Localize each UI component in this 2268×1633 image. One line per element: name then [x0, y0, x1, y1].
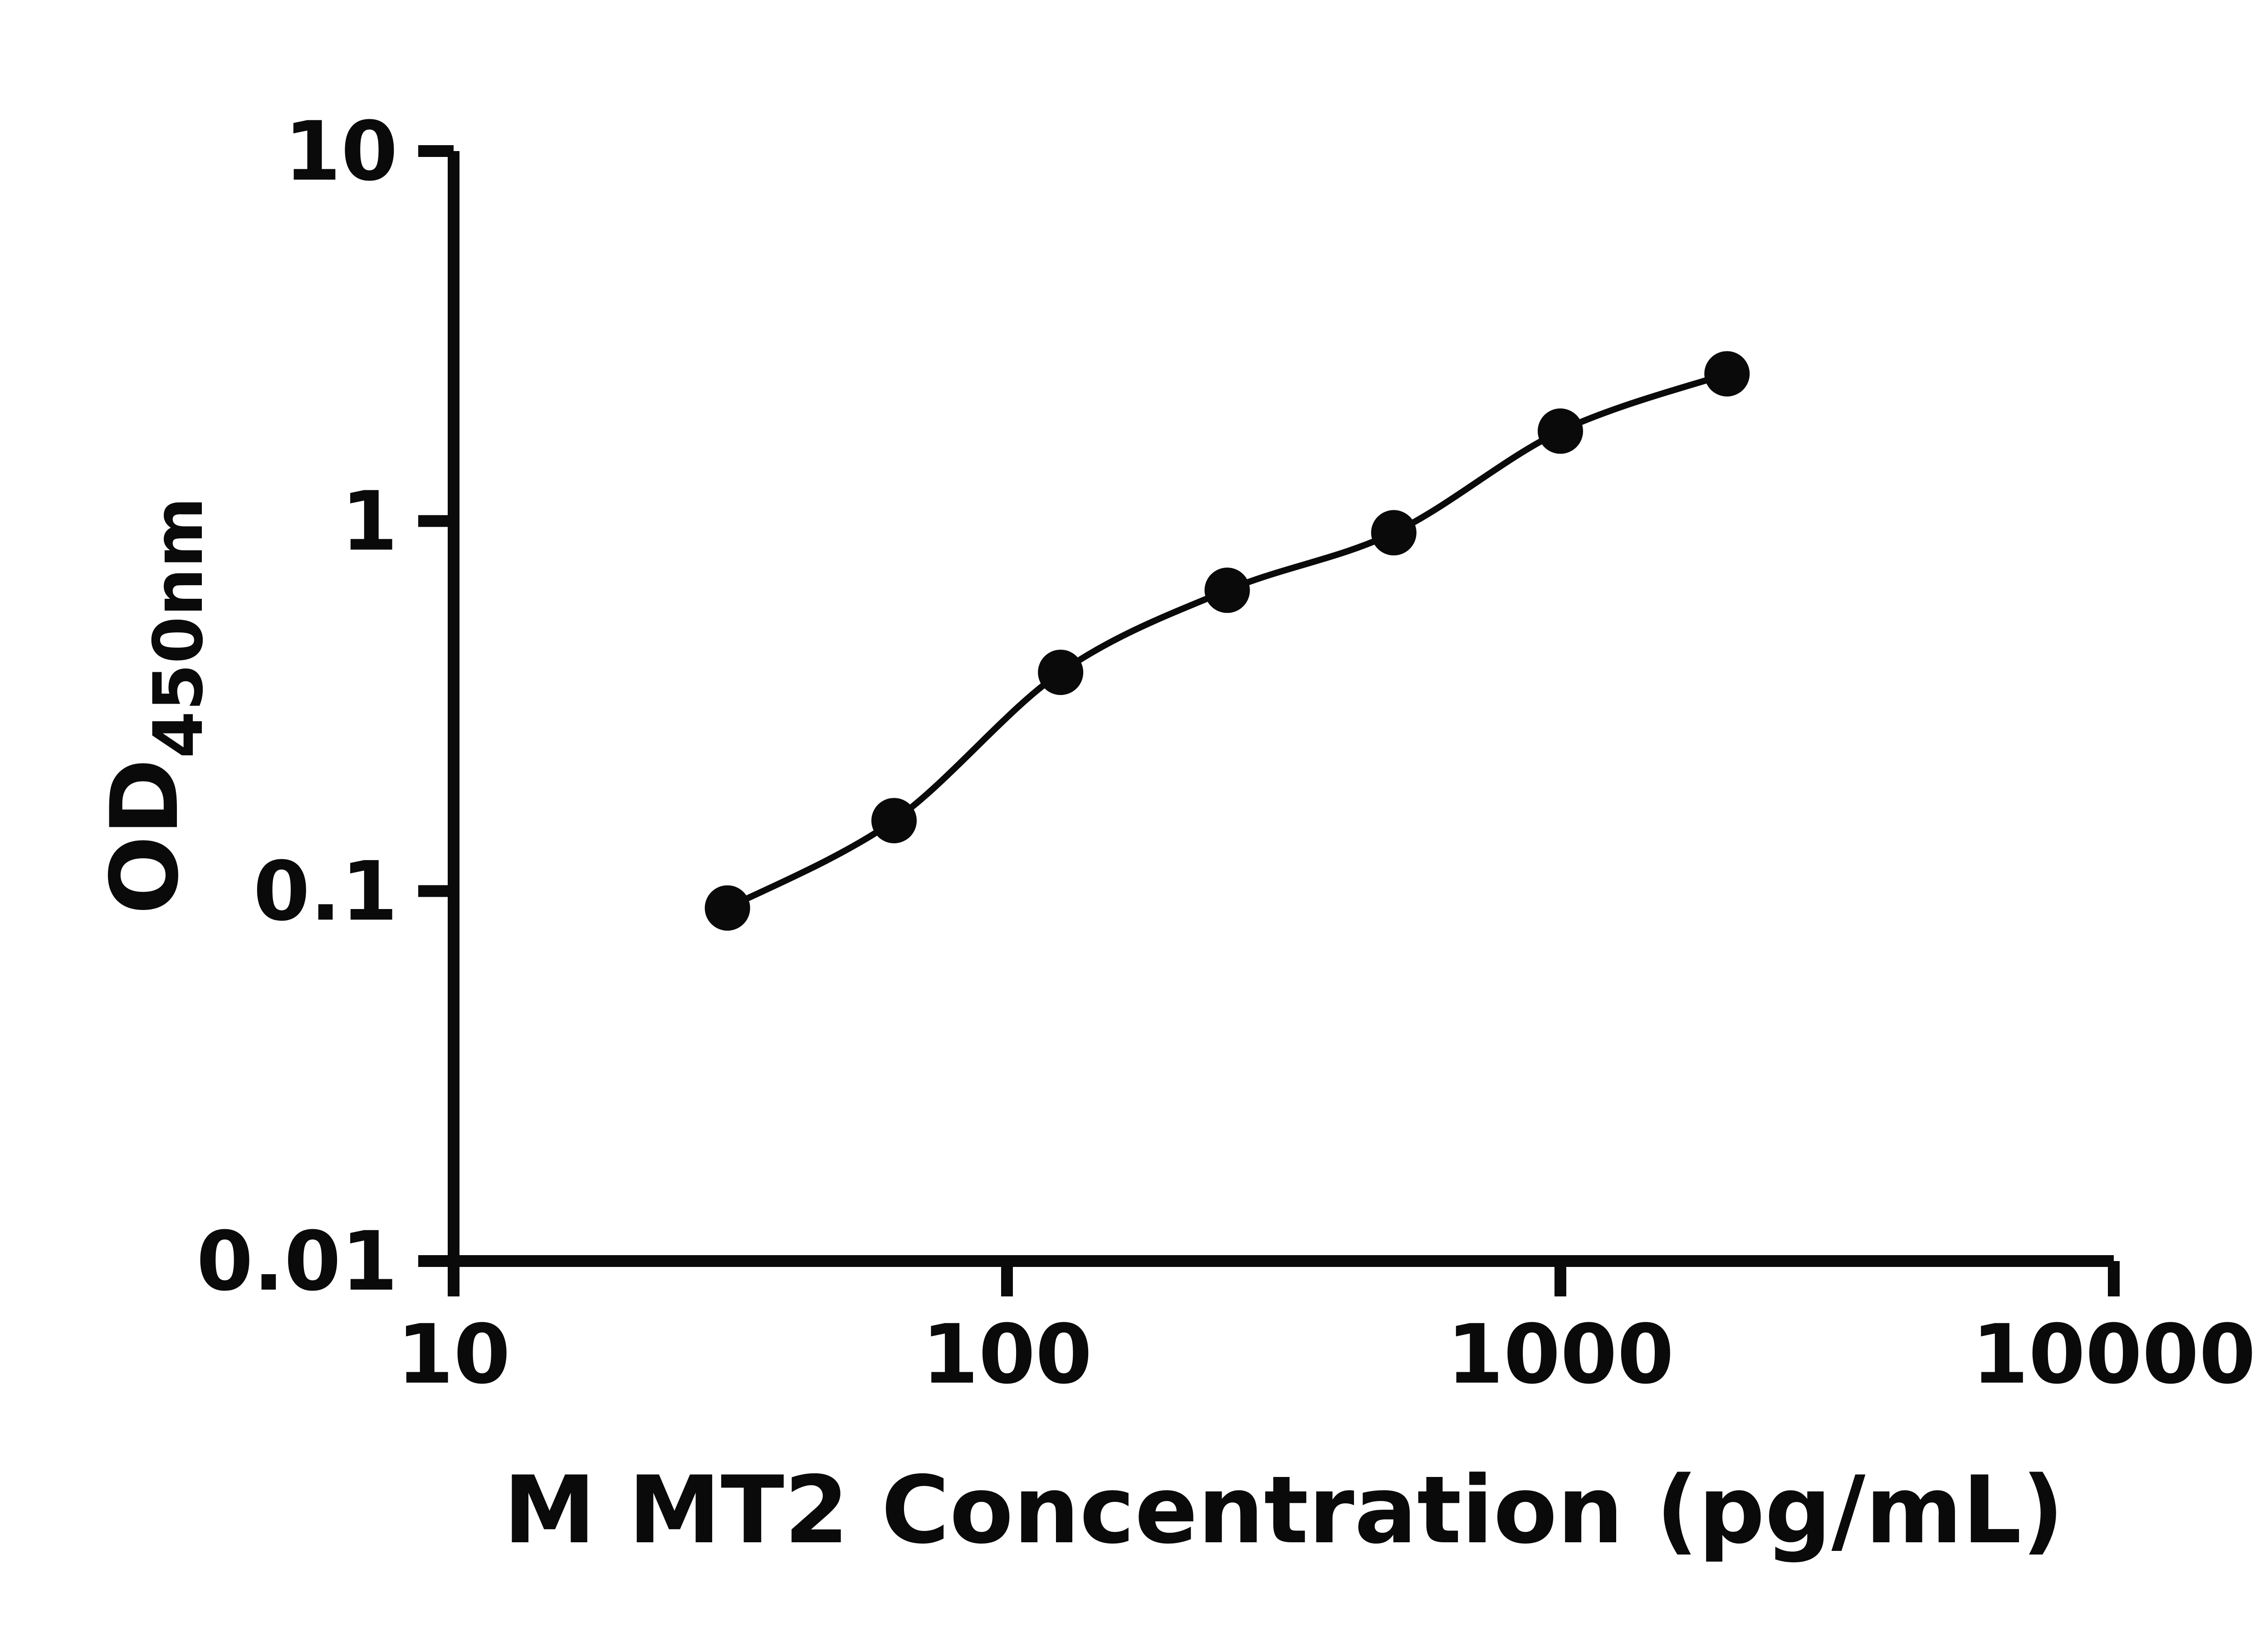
- x-axis-label: M MT2 Concentration (pg/mL): [503, 1457, 2064, 1565]
- y-axis-label-main: OD: [91, 758, 199, 914]
- data-point: [1204, 567, 1250, 613]
- x-tick-label: 100: [922, 1307, 1092, 1402]
- data-point: [1704, 351, 1750, 397]
- x-tick-label: 10: [397, 1307, 511, 1402]
- y-tick-label: 10: [284, 104, 398, 199]
- y-axis-label-subscript: 450nm: [139, 497, 218, 758]
- y-tick-label: 0.1: [253, 844, 398, 939]
- data-point: [1538, 408, 1583, 454]
- x-tick-label: 1000: [1447, 1307, 1674, 1402]
- data-point: [1371, 510, 1417, 556]
- data-point: [871, 798, 917, 844]
- data-point: [704, 885, 750, 931]
- data-point: [1038, 650, 1084, 695]
- x-tick-label: 10000: [1972, 1307, 2256, 1402]
- y-tick-label: 1: [341, 474, 398, 569]
- axis-lines: [448, 151, 2114, 1267]
- plot-area: 10 100 1000 10000 0.01 0.1 1 10: [196, 104, 2256, 1402]
- y-axis-label: OD450nm: [91, 497, 218, 915]
- y-tick-label: 0.01: [196, 1214, 398, 1309]
